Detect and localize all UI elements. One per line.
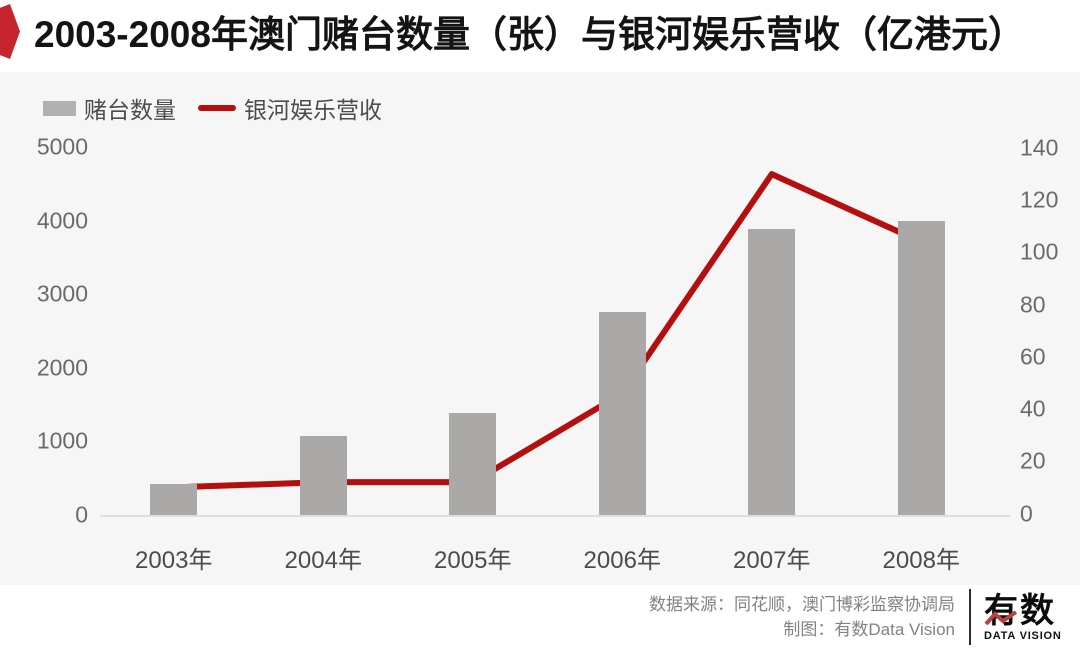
y-axis-left-tick-5000: 5000 (36, 133, 88, 160)
legend-label-revenue: 银河娱乐营收 (244, 97, 382, 123)
y-axis-right-tick-120: 120 (1020, 186, 1059, 213)
y-axis-left-tick-2000: 2000 (36, 354, 88, 381)
title-ribbon-icon (0, 4, 20, 59)
y-axis-right-tick-60: 60 (1020, 343, 1046, 370)
x-axis-line (100, 515, 1010, 517)
y-axis-right-tick-20: 20 (1020, 447, 1046, 474)
bar-2008年 (897, 220, 945, 515)
bar-2003年 (150, 484, 198, 515)
brand-logo: 有数 DATA VISION (984, 593, 1080, 642)
y-axis-left-tick-0: 0 (75, 501, 88, 528)
y-axis-right-tick-0: 0 (1020, 500, 1033, 526)
header: 2003-2008年澳门赌台数量（张）与银河娱乐营收（亿港元） (0, 0, 1080, 70)
x-axis-label-2008年: 2008年 (882, 547, 960, 574)
logo-subtitle: DATA VISION (984, 629, 1062, 642)
bar-2004年 (299, 435, 347, 515)
y-axis-left-tick-4000: 4000 (36, 207, 88, 234)
bar-2007年 (748, 228, 796, 515)
chart-panel: 赌台数量 银河娱乐营收 5000 4000 3000 2000 1000 0 140 120 1… (0, 72, 1080, 585)
footer-divider (969, 589, 971, 645)
x-axis-label-2007年: 2007年 (733, 547, 811, 574)
logo-text: 有数 (984, 591, 1056, 630)
legend-item-revenue: 银河娱乐营收 (198, 91, 382, 125)
logo-wordmark: 有数 (984, 593, 1056, 629)
x-axis-label-2003年: 2003年 (135, 547, 213, 574)
x-axis-label-2006年: 2006年 (583, 547, 661, 574)
y-axis-right-tick-40: 40 (1020, 395, 1046, 422)
bar-2006年 (598, 311, 646, 515)
footer: 数据来源：同花顺，澳门博彩监察协调局 制图：有数Data Vision 有数 D… (0, 585, 1080, 649)
legend-label-tables: 赌台数量 (84, 97, 176, 123)
legend: 赌台数量 银河娱乐营收 (43, 92, 382, 124)
y-axis-right-tick-100: 100 (1020, 238, 1059, 265)
y-axis-left-tick-1000: 1000 (36, 427, 88, 454)
bar-swatch-icon (43, 100, 76, 116)
bar-2005年 (449, 412, 497, 515)
credit-text: 制图：有数Data Vision (783, 620, 955, 639)
y-axis-left-tick-3000: 3000 (36, 280, 88, 307)
legend-item-tables: 赌台数量 (43, 91, 176, 125)
x-axis-label-2005年: 2005年 (434, 547, 512, 574)
x-axis-label-2004年: 2004年 (284, 547, 362, 574)
chart-title: 2003-2008年澳门赌台数量（张）与银河娱乐营收（亿港元） (34, 14, 1025, 55)
y-axis-right-tick-80: 80 (1020, 291, 1046, 318)
data-source-text: 数据来源：同花顺，澳门博彩监察协调局 (649, 595, 955, 614)
footer-credits: 数据来源：同花顺，澳门博彩监察协调局 制图：有数Data Vision (649, 592, 955, 642)
logo-zigzag-icon (984, 610, 1018, 625)
y-axis-right-tick-140: 140 (1020, 134, 1059, 161)
line-swatch-icon (198, 105, 236, 111)
